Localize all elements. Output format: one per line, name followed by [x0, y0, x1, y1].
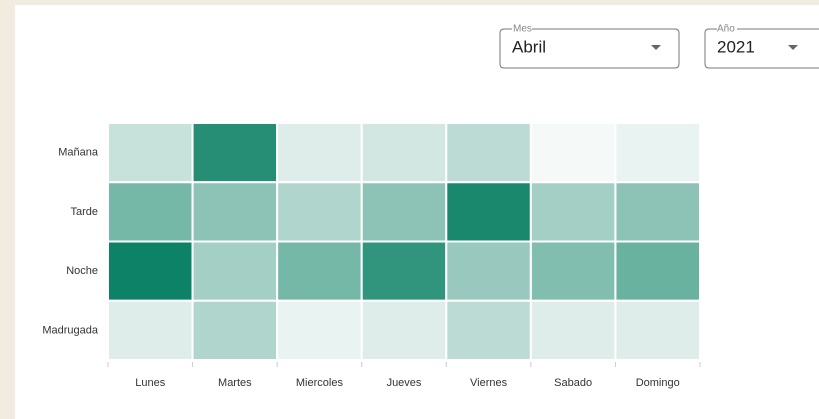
x-tick-label: Domingo [636, 377, 680, 389]
heat-cell [360, 299, 448, 361]
select-value: 2021 [717, 37, 755, 56]
x-tick-label: Miercoles [296, 377, 344, 389]
heat-cell [529, 299, 617, 361]
heat-cell [191, 181, 279, 243]
x-tick-label: Sabado [554, 377, 592, 389]
heat-cell [614, 181, 702, 243]
heat-cell [191, 122, 279, 184]
heat-cell [276, 240, 363, 302]
heat-cell [276, 299, 363, 361]
heat-cell [107, 240, 194, 302]
heat-cell [445, 181, 532, 243]
heat-cell [360, 240, 448, 302]
heat-cell [529, 240, 617, 302]
year-select[interactable]: Año 2021 [704, 24, 819, 69]
heat-cell [191, 299, 279, 361]
select-value: Abril [512, 37, 546, 56]
y-tick-label: Noche [66, 265, 98, 277]
heat-cell [276, 122, 363, 184]
heat-cell [529, 181, 617, 243]
heat-cell [445, 299, 532, 361]
heat-cell [360, 122, 448, 184]
heat-cell [529, 122, 617, 184]
x-tick-label: Martes [218, 377, 252, 389]
heat-cell [614, 240, 702, 302]
heat-cell [445, 240, 532, 302]
heat-cell [276, 181, 363, 243]
month-select[interactable]: Mes Abril [499, 24, 680, 69]
dropdown-arrow [788, 45, 798, 50]
heat-cell [614, 299, 702, 361]
select-border [704, 28, 819, 69]
y-tick-label: Madrugada [42, 324, 99, 336]
x-tick-label: Viernes [470, 377, 508, 389]
heat-cell [614, 122, 702, 184]
heat-cell [107, 122, 194, 184]
heat-cell [360, 181, 448, 243]
heat-cell [107, 181, 194, 243]
heat-cell [191, 240, 279, 302]
x-tick-label: Lunes [135, 377, 165, 389]
dropdown-arrow [651, 45, 661, 50]
y-tick-label: Mañana [58, 147, 99, 159]
select-border [499, 28, 680, 69]
heat-cell [107, 299, 194, 361]
y-tick-label: Tarde [70, 206, 98, 218]
x-tick-label: Jueves [387, 377, 422, 389]
select-label: Mes [513, 24, 532, 35]
heat-cell [445, 122, 532, 184]
select-label: Año [717, 24, 735, 35]
